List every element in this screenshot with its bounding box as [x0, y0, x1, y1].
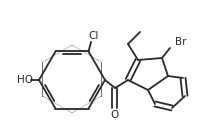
Text: HO: HO	[17, 75, 33, 85]
Text: Br: Br	[175, 37, 187, 47]
Text: O: O	[111, 110, 119, 120]
Polygon shape	[43, 46, 101, 112]
Text: Cl: Cl	[88, 31, 98, 41]
